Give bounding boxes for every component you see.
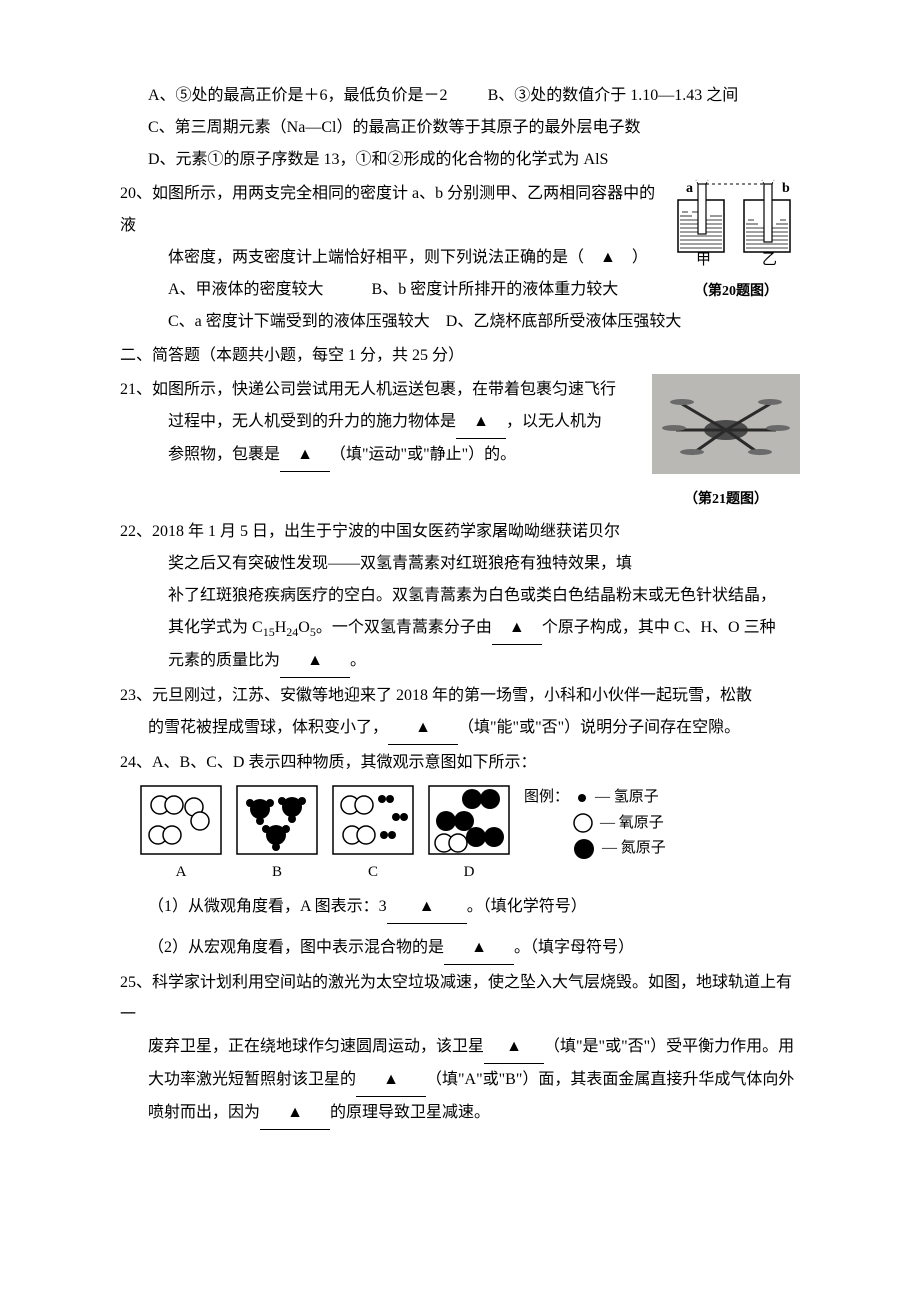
q20: a b 甲 乙 （第20题图）	[120, 178, 800, 338]
legend-row-h: 图例： — 氢原子	[524, 785, 666, 811]
q22: 22、2018 年 1 月 5 日，出生于宁波的中国女医药学家屠呦呦继获诺贝尔 …	[120, 516, 800, 678]
q23-l2: 的雪花被捏成雪球，体积变小了，▲（填"能"或"否"）说明分子间存在空隙。	[148, 712, 800, 745]
q20-label-left: 甲	[696, 252, 711, 266]
q24-label-c: C	[332, 857, 414, 887]
q25-l4: 喷射而出，因为▲的原理导致卫星减速。	[148, 1097, 800, 1130]
q22-l3: 补了红斑狼疮疾病医疗的空白。双氢青蒿素为白色或类白色结晶粉末或无色针状结晶，	[168, 580, 800, 612]
q22-l5: 元素的质量比为▲。	[168, 645, 800, 678]
q19-option-c: C、第三周期元素（Na—Cl）的最高正价数等于其原子的最外层电子数	[148, 112, 800, 144]
q23-l1: 23、元旦刚过，江苏、安徽等地迎来了 2018 年的第一场雪，小科和小伙伴一起玩…	[120, 680, 800, 712]
q19-opt-a: A、⑤处的最高正价是＋6，最低负价是－2	[148, 87, 448, 104]
q22-l1: 22、2018 年 1 月 5 日，出生于宁波的中国女医药学家屠呦呦继获诺贝尔	[120, 516, 800, 548]
q24-box-b: B	[236, 785, 318, 887]
q19-opt-b: B、③处的数值介于 1.10—1.43 之间	[488, 87, 739, 104]
q20-caption: （第20题图）	[672, 278, 800, 306]
q24-box-a: A	[140, 785, 222, 887]
q20-label-b: b	[782, 181, 790, 196]
q24-p1: （1）从微观角度看，A 图表示：3▲。（填化学符号）	[148, 891, 800, 924]
legend-row-o: — 氧原子	[524, 811, 666, 837]
q20-opt-line2: C、a 密度计下端受到的液体压强较大 D、乙烧杯底部所受液体压强较大	[168, 306, 800, 338]
q24-label-b: B	[236, 857, 318, 887]
q22-l2: 奖之后又有突破性发现——双氢青蒿素对红斑狼疮有独特效果，填	[168, 548, 800, 580]
q24: 24、A、B、C、D 表示四种物质，其微观示意图如下所示： A	[120, 747, 800, 965]
q25-l3: 大功率激光短暂照射该卫星的▲（填"A"或"B"）面，其表面金属直接升华成气体向外	[148, 1064, 800, 1097]
section2-head: 二、简答题（本题共小题，每空 1 分，共 25 分）	[120, 340, 800, 372]
q19-option-ab: A、⑤处的最高正价是＋6，最低负价是－2 B、③处的数值介于 1.10—1.43…	[148, 80, 800, 112]
q21-figure: （第21题图）	[652, 374, 800, 514]
q20-label-right: 乙	[762, 252, 777, 266]
q20-svg: a b 甲 乙	[672, 178, 800, 266]
q21: （第21题图） 21、如图所示，快递公司尝试用无人机运送包裹，在带着包裹匀速飞行…	[120, 374, 800, 514]
q23: 23、元旦刚过，江苏、安徽等地迎来了 2018 年的第一场雪，小科和小伙伴一起玩…	[120, 680, 800, 745]
q20-label-a: a	[686, 181, 693, 196]
q24-diagram-row: A	[140, 785, 800, 887]
q24-stem: 24、A、B、C、D 表示四种物质，其微观示意图如下所示：	[120, 747, 800, 779]
q25-l2: 废弃卫星，正在绕地球作匀速圆周运动，该卫星▲（填"是"或"否"）受平衡力作用。用	[148, 1031, 800, 1064]
q20-figure: a b 甲 乙 （第20题图）	[672, 178, 800, 306]
q24-legend: 图例： — 氢原子 — 氧原子 — 氮原子	[524, 785, 666, 862]
q25-l1: 25、科学家计划利用空间站的激光为太空垃圾减速，使之坠入大气层烧毁。如图，地球轨…	[120, 967, 800, 1031]
q25: 25、科学家计划利用空间站的激光为太空垃圾减速，使之坠入大气层烧毁。如图，地球轨…	[120, 967, 800, 1130]
q24-label-d: D	[428, 857, 510, 887]
q24-box-c: C	[332, 785, 414, 887]
q21-caption: （第21题图）	[652, 486, 800, 514]
q19-option-d: D、元素①的原子序数是 13，①和②形成的化合物的化学式为 AlS	[148, 144, 800, 176]
q22-l4: 其化学式为 C15H24O5。一个双氢青蒿素分子由▲个原子构成，其中 C、H、O…	[168, 612, 800, 645]
q24-label-a: A	[140, 857, 222, 887]
q24-p2: （2）从宏观角度看，图中表示混合物的是▲。（填字母符号）	[148, 932, 800, 965]
q21-svg	[652, 374, 800, 474]
q24-box-d: D	[428, 785, 510, 887]
legend-row-n: — 氮原子	[524, 836, 666, 862]
